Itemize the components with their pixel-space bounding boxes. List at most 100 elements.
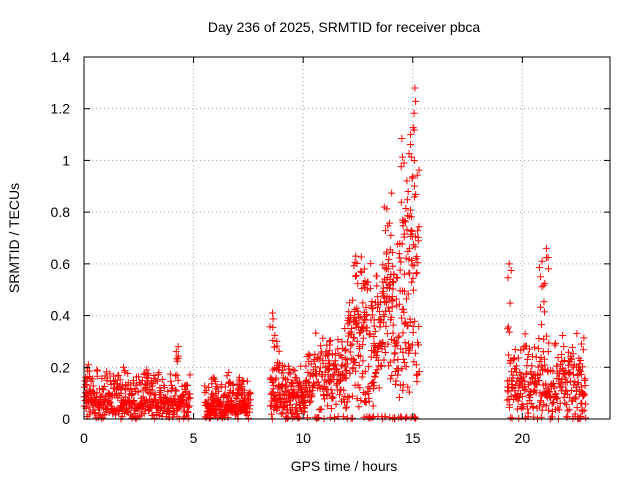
data-point (578, 399, 586, 407)
data-point (397, 345, 405, 353)
data-point (315, 381, 323, 389)
data-point (121, 368, 129, 376)
data-point (511, 346, 519, 354)
data-point (515, 414, 523, 422)
data-point (579, 346, 587, 354)
data-point (561, 399, 569, 407)
data-point (382, 322, 390, 330)
data-point (531, 386, 539, 394)
data-point (542, 402, 550, 410)
data-point (582, 400, 590, 408)
data-point (128, 390, 136, 398)
data-point (326, 378, 334, 386)
data-point (373, 366, 381, 374)
data-point (359, 357, 367, 365)
data-point (317, 406, 325, 414)
data-point (121, 393, 129, 401)
data-point (509, 396, 517, 404)
data-point (184, 414, 192, 422)
data-point (235, 376, 243, 384)
data-point (512, 362, 520, 370)
data-point (580, 334, 588, 342)
data-point (359, 341, 367, 349)
data-point (373, 272, 381, 280)
data-point (412, 97, 420, 105)
data-point (87, 398, 95, 406)
data-point (353, 337, 361, 345)
data-point (160, 384, 168, 392)
data-point (555, 406, 563, 414)
data-point (342, 404, 350, 412)
data-point (151, 414, 159, 422)
data-point (378, 362, 386, 370)
data-point (317, 350, 325, 358)
data-point (413, 371, 421, 379)
data-point (364, 383, 372, 391)
data-point (376, 308, 384, 316)
data-point (573, 330, 581, 338)
data-point (356, 352, 364, 360)
data-point (569, 350, 577, 358)
data-point (185, 402, 193, 410)
data-point (353, 395, 361, 403)
y-tick-label: 1.2 (51, 101, 71, 117)
data-point (527, 399, 535, 407)
data-point (514, 354, 522, 362)
data-point (399, 329, 407, 337)
data-point (404, 187, 412, 195)
data-point (400, 159, 408, 167)
data-point (124, 370, 132, 378)
data-point (136, 378, 143, 386)
data-point (408, 227, 416, 235)
data-point (358, 323, 366, 331)
data-point (401, 339, 409, 347)
data-point (392, 338, 400, 346)
data-point (408, 341, 416, 349)
data-point (272, 374, 280, 382)
data-point (341, 325, 349, 332)
data-point (397, 163, 405, 171)
data-point (553, 395, 561, 403)
data-point (396, 254, 404, 262)
data-point (352, 271, 360, 279)
data-point (351, 258, 359, 266)
data-point (143, 366, 151, 374)
data-point (352, 252, 360, 260)
data-point (306, 352, 314, 360)
data-point (504, 325, 512, 333)
data-point (343, 338, 351, 346)
data-point (370, 322, 378, 330)
data-point (134, 373, 142, 381)
data-point (247, 396, 255, 404)
data-point (545, 406, 553, 414)
data-point (386, 358, 394, 366)
data-point (578, 407, 586, 415)
data-point (178, 391, 186, 399)
chart-title: Day 236 of 2025, SRMTID for receiver pbc… (208, 19, 481, 35)
data-point (398, 134, 406, 142)
data-point (385, 362, 393, 370)
data-point (408, 256, 416, 264)
data-point (403, 196, 411, 204)
data-point (357, 267, 365, 275)
data-point (107, 380, 115, 388)
data-point (575, 366, 583, 374)
data-point (327, 336, 335, 344)
data-point (157, 387, 165, 395)
data-point (270, 382, 278, 390)
data-point (85, 403, 93, 411)
data-point (550, 384, 558, 392)
data-point (346, 348, 354, 356)
data-point (332, 381, 340, 389)
data-point (397, 198, 405, 206)
data-point (106, 399, 114, 407)
data-point (370, 333, 378, 341)
data-point (86, 374, 94, 382)
data-point (399, 348, 407, 356)
data-point (336, 391, 344, 399)
data-point (139, 393, 147, 401)
data-point (332, 400, 340, 408)
data-point (409, 329, 417, 337)
data-point (103, 374, 111, 382)
data-point (292, 400, 300, 408)
